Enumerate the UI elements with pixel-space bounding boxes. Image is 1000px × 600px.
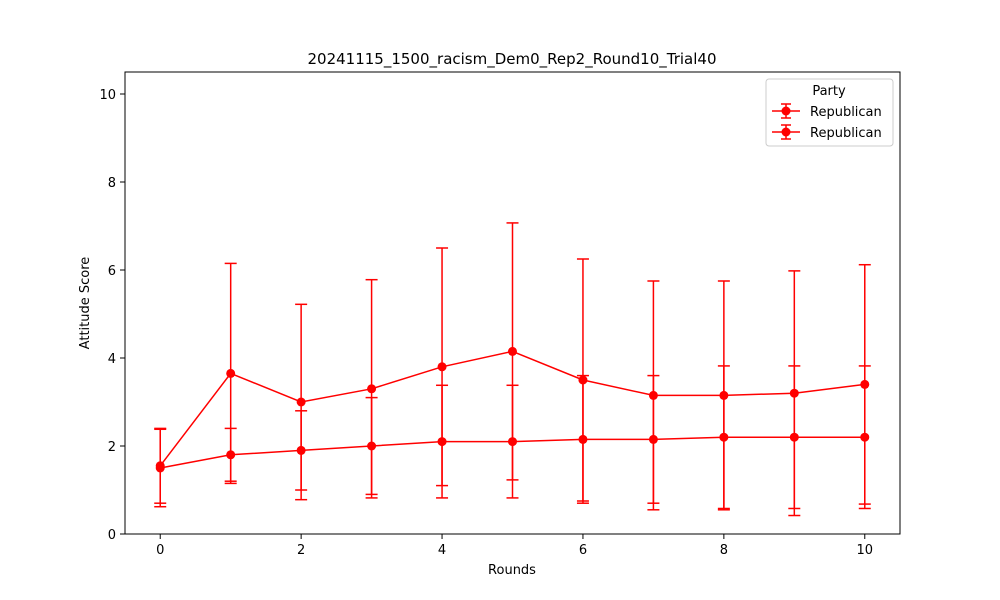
data-point — [508, 346, 517, 356]
legend-label: Republican — [810, 126, 882, 141]
legend-entry: Republican — [772, 124, 882, 141]
y-tick-label: 10 — [99, 88, 116, 103]
series-2 — [154, 365, 871, 510]
x-ticks: 0 2 4 6 8 10 — [156, 534, 873, 558]
data-point — [789, 432, 799, 442]
data-point — [578, 434, 588, 444]
legend-title: Party — [812, 84, 846, 99]
y-ticks: 0 2 4 6 8 10 — [99, 88, 125, 543]
y-tick-label: 6 — [108, 264, 116, 279]
y-tick-label: 0 — [108, 528, 116, 543]
data-point — [508, 437, 517, 447]
chart-title: 20241115_1500_racism_Dem0_Rep2_Round10_T… — [308, 50, 717, 69]
data-point — [367, 384, 377, 394]
data-point — [719, 432, 729, 442]
legend-swatch-marker — [781, 127, 791, 137]
data-point — [437, 362, 447, 372]
data-point — [367, 441, 377, 451]
data-point — [648, 434, 658, 444]
data-point — [860, 432, 870, 442]
x-tick-label: 8 — [720, 543, 728, 558]
x-tick-label: 6 — [579, 543, 587, 558]
y-tick-label: 2 — [108, 440, 116, 455]
series-layer — [154, 222, 871, 517]
legend: Party Republican Republican — [765, 78, 894, 147]
legend-box — [765, 78, 894, 147]
data-point — [226, 450, 236, 460]
x-axis-label: Rounds — [488, 563, 536, 578]
y-axis-label: Attitude Score — [78, 257, 93, 350]
data-point — [437, 437, 447, 447]
axes-frame — [124, 71, 901, 535]
data-point — [296, 397, 306, 407]
x-tick-label: 0 — [156, 543, 164, 558]
data-point — [155, 463, 165, 473]
legend-entry: Republican — [772, 103, 882, 120]
x-tick-label: 4 — [438, 543, 446, 558]
x-tick-label: 2 — [297, 543, 305, 558]
x-tick-label: 10 — [856, 543, 873, 558]
y-tick-label: 4 — [108, 352, 116, 367]
legend-label: Republican — [810, 105, 882, 120]
data-point — [296, 445, 306, 455]
y-tick-label: 8 — [108, 176, 116, 191]
data-point — [226, 368, 236, 378]
legend-swatch-marker — [781, 106, 791, 116]
